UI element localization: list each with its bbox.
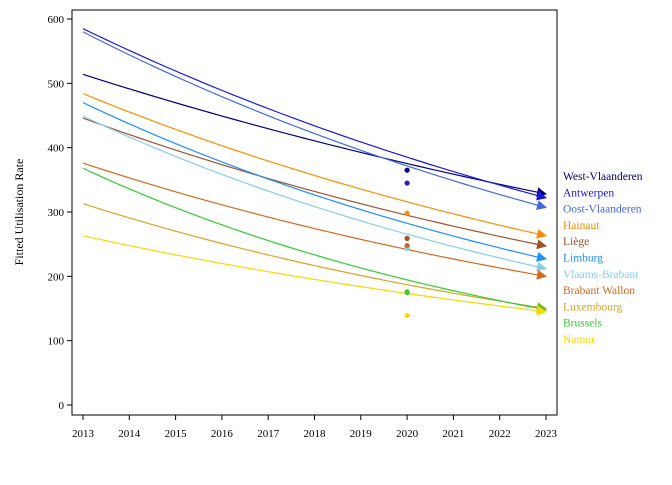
data-point-hainaut xyxy=(404,210,410,216)
legend-label-vlaams-brabant: Vlaams-Brabant xyxy=(563,269,639,281)
legend-label-hainaut: Hainaut xyxy=(563,220,600,232)
y-tick-label: 200 xyxy=(48,271,65,283)
series-line-brabant-wallon xyxy=(82,162,547,280)
series-line-luxembourg xyxy=(82,203,547,313)
y-tick-label: 300 xyxy=(48,207,65,219)
legend-label-luxembourg: Luxembourg xyxy=(563,301,622,313)
x-tick-label: 2013 xyxy=(72,428,95,440)
legend-label-brabant-wallon: Brabant Wallon xyxy=(563,285,635,297)
series-lines xyxy=(82,28,547,316)
legend-label-antwerpen: Antwerpen xyxy=(563,187,614,199)
x-tick-label: 2023 xyxy=(535,428,558,440)
x-axis: 2013 2014 2015 2016 2017 2018 2019 2020 2021 2022… xyxy=(72,415,558,440)
y-tick-label: 100 xyxy=(48,336,65,348)
data-point-west-vlaanderen xyxy=(404,167,410,173)
series-line-vlaams-brabant xyxy=(82,115,547,272)
series-line-oost-vlaanderen xyxy=(82,31,547,210)
data-point-namur xyxy=(404,312,410,319)
x-tick-label: 2014 xyxy=(118,428,141,440)
y-axis-label: Fitted Utilisation Rate xyxy=(12,159,26,266)
x-tick-label: 2015 xyxy=(165,428,188,440)
data-point-brabant-wallon xyxy=(404,242,410,249)
x-tick-label: 2017 xyxy=(257,428,280,440)
series-line-namur xyxy=(82,235,547,316)
series-points xyxy=(404,167,410,319)
series-line-limburg xyxy=(82,102,547,262)
x-tick-label: 2018 xyxy=(304,428,327,440)
x-tick-label: 2022 xyxy=(489,428,511,440)
legend-label-li-ge: Liège xyxy=(563,236,589,248)
y-tick-label: 500 xyxy=(48,78,65,90)
x-tick-label: 2021 xyxy=(442,428,464,440)
x-tick-label: 2019 xyxy=(350,428,373,440)
y-tick-label: 600 xyxy=(48,14,65,26)
y-tick-label: 400 xyxy=(48,143,65,155)
series-line-brussels xyxy=(82,167,547,314)
legend: West-Vlaanderen Antwerpen Oost-Vlaanderen H… xyxy=(563,171,643,346)
data-point-brussels xyxy=(404,289,410,296)
data-point-antwerpen xyxy=(404,180,410,186)
legend-label-namur: Namur xyxy=(563,334,595,346)
plot-frame xyxy=(71,9,558,416)
series-line-antwerpen xyxy=(82,28,547,201)
data-point-li-ge xyxy=(404,235,410,241)
legend-label-limburg: Limburg xyxy=(563,253,603,265)
legend-label-oost-vlaanderen: Oost-Vlaanderen xyxy=(563,204,642,216)
x-tick-label: 2020 xyxy=(396,428,419,440)
series-line-hainaut xyxy=(82,93,547,239)
legend-label-brussels: Brussels xyxy=(563,318,603,330)
series-line-west-vlaanderen xyxy=(82,73,547,198)
y-axis: 0 100 200 300 400 500 600 xyxy=(48,14,72,412)
y-tick-label: 0 xyxy=(59,400,65,412)
x-tick-label: 2016 xyxy=(211,428,234,440)
series-line-li-ge xyxy=(82,117,547,250)
legend-label-west-vlaanderen: West-Vlaanderen xyxy=(563,171,643,183)
